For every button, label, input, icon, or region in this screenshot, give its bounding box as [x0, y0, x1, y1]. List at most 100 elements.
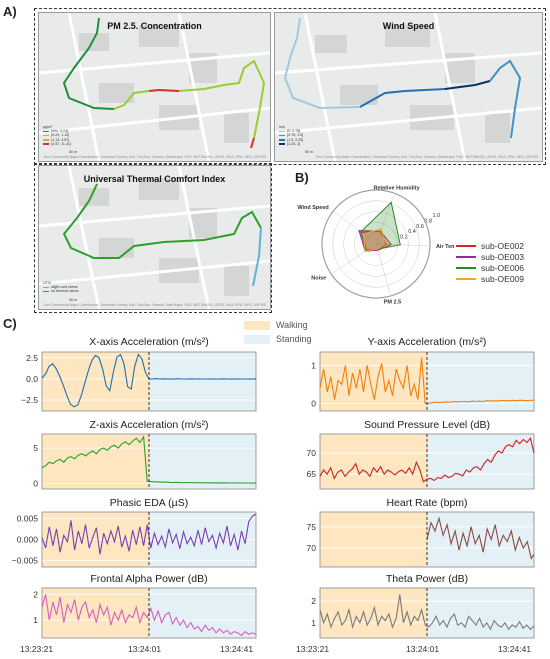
- wind-route-mid: [359, 88, 446, 108]
- map-pm25: PM 2.5. Concentration µg/m³ (min, 0.24] …: [38, 12, 271, 162]
- map-wind-basemap: [275, 13, 542, 161]
- radar-tick-label: 0.4: [408, 229, 416, 235]
- panel-label-a: A): [3, 4, 17, 19]
- map-wind-legend-unit: m/s: [279, 125, 285, 129]
- y-tick-label: 2.5: [26, 353, 38, 363]
- standing-region: [149, 352, 256, 411]
- map-wind-legend: m/s (0, 0.75] (0.75, 1.5] (1.5, 2.25] (2…: [279, 125, 303, 146]
- map-pm25-scale: 50 m: [69, 150, 77, 154]
- walking-swatch: [244, 320, 270, 330]
- legend-swatch: [279, 143, 285, 145]
- map-pm25-attribution: Esri Community Maps Contributors, Ordnan…: [43, 155, 266, 159]
- radar-legend-1: sub-OE003: [481, 251, 524, 262]
- map-pm25-legend: µg/m³ (min, 0.24] (0.24, 1.13] (1.13, 4.…: [43, 125, 71, 146]
- radar-axis-label: PM 2.5: [384, 300, 401, 306]
- y-tick-label: 70: [307, 448, 317, 458]
- x-tick-right-start: 13:23:21: [296, 644, 330, 654]
- chart-x-acc: −2.5 0.0 2.5: [21, 351, 257, 412]
- series-line: [319, 594, 535, 631]
- y-tick-label: 0: [33, 478, 38, 488]
- map-wind-legend-0: (0, 0.75]: [287, 129, 301, 134]
- y-tick-label: 1: [311, 618, 316, 628]
- map-pm25-title: PM 2.5. Concentration: [107, 21, 202, 31]
- map-wind-legend-3: (2.25, 3]: [287, 141, 301, 146]
- standing-region: [149, 434, 256, 489]
- pm25-route-red: [148, 88, 180, 92]
- radar-spoke: [375, 243, 392, 296]
- maps-frame-bottom: [34, 163, 272, 313]
- y-tick-label: 0.005: [17, 513, 39, 523]
- y-tick-label: 70: [307, 543, 317, 553]
- y-tick-label: −0.005: [12, 556, 39, 566]
- chart-title-spl: Sound Pressure Level (dB): [363, 419, 491, 431]
- legend-swatch: [279, 130, 285, 133]
- wind-route-blue: [489, 59, 522, 139]
- standing-region: [427, 588, 534, 638]
- x-tick-right-mid: 13:24:01: [406, 644, 440, 654]
- chart-title-y-acc: Y-axis Acceleration (m/s²): [367, 336, 487, 348]
- legend-swatch: [43, 290, 49, 293]
- radar-tick-label: 0.6: [416, 224, 424, 230]
- series-line: [41, 513, 257, 555]
- legend-swatch: [279, 134, 285, 137]
- y-tick-label: 0.0: [26, 374, 38, 384]
- radar-chart: 0.20.40.60.81.0 Relative Humidity Air Tem p…: [297, 186, 454, 306]
- chart-theta: 12: [311, 587, 535, 639]
- radar-tick-label: 0.2: [400, 235, 408, 241]
- walking-region: [42, 434, 149, 489]
- utci-route-blue: [252, 227, 262, 287]
- chart-spl: 65 70: [307, 433, 535, 490]
- legend-swatch: [43, 138, 49, 141]
- y-tick-label: 65: [307, 469, 317, 479]
- utci-route-green: [62, 183, 262, 259]
- radar-legend-swatch: [456, 255, 476, 258]
- radar-spoke: [331, 243, 377, 275]
- y-tick-label: 0: [311, 398, 316, 408]
- map-utci-legend: UTCI slight cold stress no thermal stres…: [43, 281, 79, 294]
- map-utci-basemap: [39, 166, 270, 309]
- phase-legend: Walking Standing: [244, 318, 312, 346]
- radar-legend-swatch: [456, 244, 476, 247]
- x-tick-right-end: 13:24:41: [498, 644, 532, 654]
- y-tick-label: 2: [311, 596, 316, 606]
- radar-axis-label: Noise: [311, 276, 326, 282]
- radar-series-sub-OE009: [362, 228, 386, 252]
- phase-legend-standing: Standing: [276, 334, 312, 344]
- radar-grid-ring: [332, 200, 420, 288]
- wind-route-light: [283, 17, 361, 110]
- map-utci-scale: 50 m: [69, 298, 77, 302]
- x-tick-left-end: 13:24:41: [220, 644, 254, 654]
- radar-legend-swatch: [456, 266, 476, 269]
- map-utci-title: Universal Thermal Comfort Index: [83, 174, 226, 184]
- wind-route-dark: [444, 80, 491, 90]
- map-utci: Universal Thermal Comfort Index UTCI sli…: [38, 165, 271, 310]
- map-pm25-basemap: [39, 13, 270, 161]
- panel-label-c: C): [3, 316, 17, 331]
- map-utci-legend-0: slight cold stress: [51, 285, 78, 290]
- x-tick-left-mid: 13:24:01: [128, 644, 162, 654]
- radar-legend-0: sub-OE002: [481, 240, 524, 251]
- walking-region: [320, 512, 427, 567]
- walking-region: [320, 588, 427, 638]
- map-pm25-legend-3: (4.57, 11.41]: [51, 141, 71, 146]
- chart-title-x-acc: X-axis Acceleration (m/s²): [89, 336, 209, 348]
- chart-title-alpha: Frontal Alpha Power (dB): [90, 573, 208, 585]
- pm25-route-yellow: [113, 90, 150, 110]
- radar-legend-2: sub-OE006: [481, 262, 524, 273]
- map-wind-title: Wind Speed: [382, 21, 435, 31]
- radar-tick-label: 1.0: [433, 213, 441, 219]
- legend-swatch: [43, 286, 49, 289]
- map-utci-legend-1: no thermal stress: [51, 289, 79, 294]
- standing-swatch: [244, 334, 270, 344]
- chart-eda: −0.005 0.000 0.005: [12, 511, 257, 568]
- pm25-route-orange: [250, 137, 255, 149]
- radar-grid-ring: [354, 222, 398, 266]
- standing-region: [427, 434, 534, 489]
- chart-title-eda: Phasic EDA (µS): [109, 497, 189, 509]
- map-utci-legend-unit: UTCI: [43, 281, 52, 285]
- map-wind-scale: 50 m: [305, 150, 313, 154]
- walking-region: [320, 352, 427, 411]
- map-pm25-legend-2: (1.13, 4.57]: [51, 137, 70, 142]
- maps-frame-top: [34, 8, 546, 165]
- radar-legend-3: sub-OE009: [481, 273, 524, 284]
